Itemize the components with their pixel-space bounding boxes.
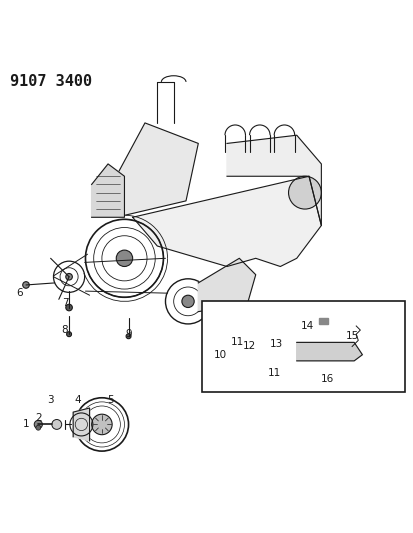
Text: 10: 10 [214, 350, 228, 360]
Text: 9107 3400: 9107 3400 [9, 74, 92, 88]
Circle shape [116, 250, 133, 266]
Circle shape [227, 341, 247, 361]
Text: 15: 15 [346, 331, 359, 341]
Bar [319, 318, 328, 324]
Circle shape [289, 176, 321, 209]
Text: 6: 6 [17, 288, 23, 298]
Text: 3: 3 [47, 395, 54, 405]
Polygon shape [92, 164, 124, 217]
Text: 16: 16 [321, 374, 334, 384]
Circle shape [52, 419, 62, 430]
Polygon shape [116, 123, 198, 217]
Circle shape [243, 337, 270, 364]
Circle shape [212, 342, 230, 360]
Text: 11: 11 [268, 368, 281, 378]
Polygon shape [297, 342, 362, 361]
Circle shape [66, 273, 72, 280]
Circle shape [217, 346, 225, 354]
Text: 13: 13 [270, 340, 283, 350]
Circle shape [92, 414, 112, 435]
Text: 5: 5 [107, 395, 114, 405]
Circle shape [182, 295, 194, 308]
Text: 1: 1 [23, 419, 29, 430]
Circle shape [34, 421, 43, 429]
Text: 9: 9 [125, 329, 132, 339]
Text: 11: 11 [230, 337, 244, 348]
Polygon shape [133, 176, 321, 266]
Circle shape [126, 334, 131, 338]
Polygon shape [198, 259, 256, 312]
Circle shape [279, 356, 294, 370]
Bar [202, 301, 406, 392]
Text: 4: 4 [74, 395, 81, 405]
Circle shape [66, 332, 71, 337]
Text: 2: 2 [35, 413, 42, 423]
Polygon shape [227, 135, 321, 225]
Text: 7: 7 [62, 298, 68, 309]
Circle shape [249, 343, 264, 358]
Text: 12: 12 [243, 342, 256, 351]
Circle shape [36, 425, 41, 430]
Circle shape [66, 304, 72, 311]
Text: 8: 8 [62, 325, 68, 335]
Circle shape [233, 346, 242, 356]
Circle shape [23, 281, 29, 288]
Text: 14: 14 [300, 321, 313, 331]
Circle shape [265, 341, 286, 361]
Polygon shape [73, 408, 90, 441]
